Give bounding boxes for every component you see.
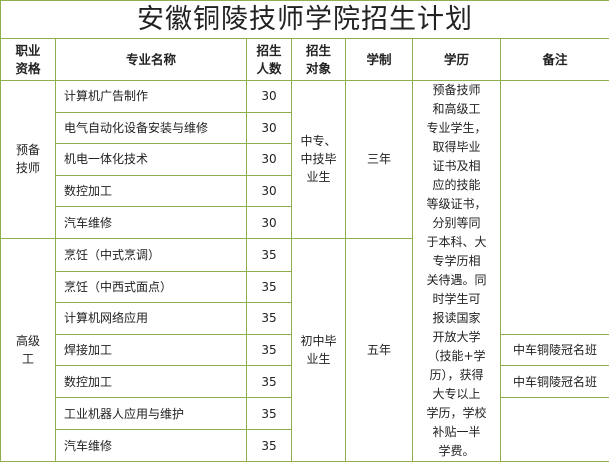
header-education: 学历: [412, 38, 501, 81]
major-cell: 计算机网络应用: [55, 302, 247, 335]
major-cell: 机电一体化技术: [55, 143, 247, 176]
target-cell: 初中毕 业生: [291, 237, 346, 463]
header-qualification: 职业 资格: [0, 38, 56, 81]
header-major: 专业名称: [55, 38, 247, 81]
table-row: 汽车维修 35: [1, 429, 609, 462]
major-cell: 烹饪（中式烹调）: [55, 237, 247, 272]
count-cell: 30: [246, 206, 292, 239]
count-cell: 30: [246, 174, 292, 208]
count-cell: 35: [246, 396, 292, 431]
header-duration: 学制: [345, 38, 413, 81]
major-cell: 烹饪（中西式面点）: [55, 270, 247, 304]
target-cell: 中专、 中技毕 业生: [291, 80, 346, 239]
table-row: 焊接加工 35 中车铜陵冠名班: [1, 333, 609, 367]
table-row: 预备 技师 计算机广告制作 30 中专、 中技毕 业生 三年 预备技师 和高级工…: [0, 80, 609, 462]
major-cell: 汽车维修: [55, 429, 247, 462]
count-cell: 35: [246, 237, 292, 272]
notes-cell-empty: [499, 80, 609, 335]
header-notes: 备注: [499, 38, 609, 81]
table-row: 高级 工 烹饪（中式烹调） 35 初中毕 业生 五年: [0, 237, 609, 463]
table-row: 烹饪（中西式面点） 35: [1, 270, 609, 304]
count-cell: 35: [246, 429, 292, 462]
major-cell: 电气自动化设备安装与维修: [55, 111, 247, 145]
notes-cell: 中车铜陵冠名班: [499, 333, 609, 367]
major-cell: 汽车维修: [55, 206, 247, 239]
table-row: 汽车维修 30: [1, 206, 609, 239]
notes-cell: 中车铜陵冠名班: [499, 365, 609, 398]
qualification-cell: 预备 技师: [0, 80, 56, 239]
table-row: 数控加工 30: [1, 174, 609, 208]
count-cell: 30: [246, 111, 292, 145]
count-cell: 35: [246, 365, 292, 398]
count-cell: 30: [246, 143, 292, 176]
education-cell: 预备技师 和高级工 专业学生， 取得毕业 证书及相 应的技能 等级证书， 分别等…: [412, 80, 501, 462]
qualification-cell: 高级 工: [0, 237, 56, 463]
count-cell: 35: [246, 270, 292, 304]
major-cell: 数控加工: [55, 365, 247, 398]
table-row: 电气自动化设备安装与维修 30: [1, 111, 609, 145]
count-cell: 35: [246, 333, 292, 367]
duration-cell: 三年: [345, 80, 413, 239]
header-count: 招生 人数: [246, 38, 292, 81]
major-cell: 焊接加工: [55, 333, 247, 367]
major-cell: 数控加工: [55, 174, 247, 208]
table-row: 数控加工 35 中车铜陵冠名班: [1, 365, 609, 398]
page-title: 安徽铜陵技师学院招生计划: [0, 0, 609, 39]
table-row: 计算机网络应用 35: [1, 302, 609, 335]
header-target: 招生 对象: [291, 38, 346, 81]
major-cell: 工业机器人应用与维护: [55, 396, 247, 431]
count-cell: 35: [246, 302, 292, 335]
major-cell: 计算机广告制作: [55, 80, 247, 113]
notes-cell-empty: [499, 396, 609, 463]
count-cell: 30: [246, 80, 292, 113]
duration-cell: 五年: [345, 237, 413, 463]
